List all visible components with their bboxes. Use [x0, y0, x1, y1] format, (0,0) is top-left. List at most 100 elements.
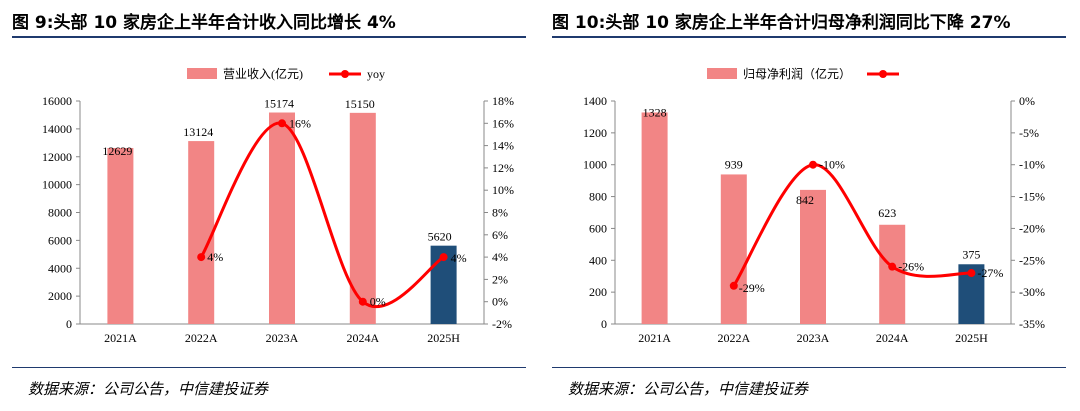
right-source-rule: [552, 367, 1066, 368]
left-right-tick-label: 6%: [492, 228, 508, 242]
left-right-tick-label: 18%: [492, 94, 514, 108]
right-left-tick-label: 800: [589, 190, 607, 204]
right-bar-value-label: 1328: [643, 105, 667, 119]
right-bar-value-label: 842: [796, 193, 814, 207]
right-yoy-value-label: -27%: [977, 266, 1003, 280]
left-yoy-point-2025H: [439, 253, 448, 262]
left-yoy-value-label: 0%: [370, 295, 386, 309]
left-legend-bar-swatch: [187, 68, 217, 79]
left-source-note: 数据来源：公司公告，中信建投证券: [28, 380, 269, 398]
right-right-tick-label: -15%: [1019, 190, 1045, 204]
right-chart-panel: 图 10:头部 10 家房企上半年合计归母净利润同比下降 27% 0 200 400…: [540, 0, 1080, 411]
left-left-tick-label: 10000: [42, 178, 72, 192]
right-right-tick-label: 0%: [1019, 94, 1035, 108]
right-left-tick-label: 1200: [583, 126, 607, 140]
left-bar-value-label: 5620: [428, 230, 452, 244]
right-yoy-point-2022A: [729, 281, 738, 290]
right-yoy-value-label: -10%: [819, 158, 845, 172]
left-right-tick-label: 10%: [492, 183, 514, 197]
right-chart: 0 200 400 600 800 1000 1200 1400 -35% -30% -25% -20…: [583, 66, 1045, 345]
left-yoy-point-2022A: [197, 253, 206, 262]
left-right-tick-label: 0%: [492, 295, 508, 309]
right-yoy-point-2024A: [888, 262, 897, 271]
left-left-tick-label: 0: [66, 317, 72, 331]
left-bar-2021A: [107, 147, 134, 324]
right-yoy-value-label: -26%: [898, 260, 924, 274]
left-right-tick-label: 4%: [492, 250, 508, 264]
left-yoy-point-2024A: [358, 297, 367, 306]
left-bar-2023A: [269, 112, 295, 324]
right-yoy-value-label: -29%: [739, 281, 765, 295]
right-legend-bar-swatch: [707, 68, 737, 79]
right-bar-value-label: 623: [878, 206, 896, 220]
left-chart-panel: 图 9:头部 10 家房企上半年合计收入同比增长 4% 0 2000 4000 600…: [12, 13, 526, 398]
left-category-label: 2021A: [104, 331, 137, 345]
right-yoy-point-2025H: [967, 269, 976, 278]
right-right-tick-label: -30%: [1019, 285, 1045, 299]
right-left-tick-label: 200: [589, 285, 607, 299]
left-left-tick-label: 8000: [48, 206, 72, 220]
left-right-tick-label: 2%: [492, 272, 508, 286]
left-category-label: 2024A: [346, 331, 379, 345]
left-right-tick-label: 14%: [492, 139, 514, 153]
left-bar-value-label: 13124: [183, 125, 213, 139]
left-legend-bar-label: 营业收入(亿元): [223, 66, 303, 81]
right-left-tick-label: 1400: [583, 94, 607, 108]
right-legend-line-marker: [879, 70, 887, 78]
right-bar-value-label: 939: [725, 157, 743, 171]
right-bar-2022A: [720, 174, 747, 324]
left-bar-value-label: 12629: [102, 144, 132, 158]
right-bar-2021A: [641, 112, 668, 325]
right-left-tick-label: 0: [601, 317, 607, 331]
right-right-tick-label: -5%: [1019, 126, 1039, 140]
left-legend-line-marker: [341, 70, 349, 78]
left-left-tick-label: 14000: [42, 122, 72, 136]
left-right-tick-label: 16%: [492, 116, 514, 130]
left-yoy-value-label: 4%: [207, 250, 223, 264]
left-category-label: 2025H: [427, 331, 460, 345]
right-left-tick-label: 400: [589, 253, 607, 267]
left-left-tick-label: 16000: [42, 94, 72, 108]
right-left-tick-label: 600: [589, 221, 607, 235]
left-chart: 0 2000 4000 6000 8000 10000 12000 14000 16000 -2%…: [42, 66, 514, 345]
left-title-rule: [12, 36, 526, 38]
left-bar-value-label: 15174: [264, 97, 294, 111]
left-category-label: 2022A: [185, 331, 218, 345]
right-category-label: 2023A: [797, 331, 830, 345]
right-category-label: 2025H: [955, 331, 988, 345]
right-bar-2024A: [879, 224, 906, 324]
right-source-note: 数据来源：公司公告，中信建投证券: [568, 380, 809, 398]
left-yoy-line: [199, 121, 445, 309]
right-legend-bar-label: 归母净利润（亿元）: [743, 66, 851, 81]
right-yoy-point-2023A: [809, 160, 817, 169]
right-category-label: 2021A: [638, 331, 671, 345]
right-left-tick-label: 1000: [583, 158, 607, 172]
right-right-tick-label: -35%: [1019, 317, 1045, 331]
right-bar-2023A: [800, 189, 826, 324]
left-bar-2022A: [188, 141, 215, 324]
right-right-tick-label: -10%: [1019, 158, 1045, 172]
left-chart-title: 图 9:头部 10 家房企上半年合计收入同比增长 4%: [12, 13, 396, 33]
left-right-tick-label: -2%: [492, 317, 512, 331]
left-left-tick-label: 4000: [48, 261, 72, 275]
left-yoy-value-label: 16%: [289, 116, 311, 130]
left-bar-value-label: 15150: [345, 97, 375, 111]
left-source-rule: [12, 367, 526, 368]
right-bar-value-label: 375: [962, 247, 980, 261]
left-left-tick-label: 6000: [48, 233, 72, 247]
left-left-tick-label: 2000: [48, 289, 72, 303]
left-yoy-value-label: 4%: [451, 251, 467, 265]
left-yoy-point-2023A: [278, 119, 286, 128]
right-right-tick-label: -25%: [1019, 253, 1045, 267]
left-right-tick-label: 12%: [492, 161, 514, 175]
left-left-tick-label: 12000: [42, 150, 72, 164]
left-right-tick-label: 8%: [492, 206, 508, 220]
left-legend-line-label: yoy: [367, 67, 385, 81]
right-chart-title: 图 10:头部 10 家房企上半年合计归母净利润同比下降 27%: [552, 13, 1011, 33]
right-right-tick-label: -20%: [1019, 221, 1045, 235]
right-category-label: 2024A: [876, 331, 909, 345]
right-title-rule: [552, 36, 1066, 38]
right-yoy-line: [732, 163, 972, 287]
left-category-label: 2023A: [266, 331, 299, 345]
right-category-label: 2022A: [717, 331, 750, 345]
